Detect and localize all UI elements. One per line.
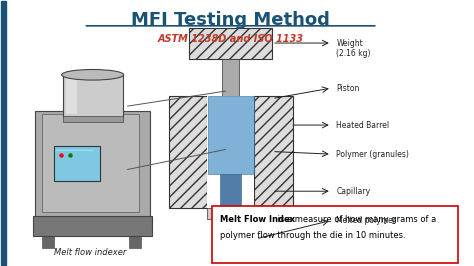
- Ellipse shape: [224, 250, 237, 260]
- Text: Piston: Piston: [337, 84, 360, 93]
- Bar: [222, 59, 239, 100]
- Bar: [169, 96, 207, 209]
- Text: is a measure of how many grams of a: is a measure of how many grams of a: [275, 214, 436, 223]
- FancyBboxPatch shape: [212, 206, 458, 263]
- Bar: [241, 208, 255, 219]
- Bar: [227, 219, 235, 251]
- Bar: [189, 28, 272, 59]
- Bar: [63, 116, 123, 122]
- Bar: [129, 232, 141, 248]
- Bar: [220, 174, 241, 209]
- Ellipse shape: [62, 69, 124, 80]
- Text: Melt flow indexer: Melt flow indexer: [54, 248, 127, 257]
- Bar: [66, 77, 77, 114]
- Text: Heated Barrel: Heated Barrel: [337, 120, 390, 130]
- Bar: [63, 75, 123, 117]
- Bar: [42, 114, 138, 212]
- Bar: [207, 96, 255, 209]
- Bar: [54, 146, 100, 181]
- Text: Polymer (granules): Polymer (granules): [337, 150, 409, 159]
- Bar: [35, 110, 150, 216]
- Text: MFI Testing Method: MFI Testing Method: [131, 11, 330, 29]
- Text: Melt Flow Index: Melt Flow Index: [220, 214, 296, 223]
- Bar: [0, 1, 6, 265]
- Bar: [208, 96, 254, 174]
- Text: Weight
(2.16 kg): Weight (2.16 kg): [337, 39, 371, 58]
- Text: Capillary: Capillary: [337, 187, 371, 196]
- Bar: [207, 208, 220, 219]
- Text: Melted polymer: Melted polymer: [337, 216, 396, 225]
- Bar: [207, 97, 255, 107]
- Bar: [33, 216, 153, 236]
- Bar: [255, 96, 292, 209]
- Text: ASTM 1238D and ISO 1133: ASTM 1238D and ISO 1133: [157, 34, 303, 44]
- Bar: [42, 232, 54, 248]
- Text: polymer flow through the die in 10 minutes.: polymer flow through the die in 10 minut…: [220, 231, 406, 240]
